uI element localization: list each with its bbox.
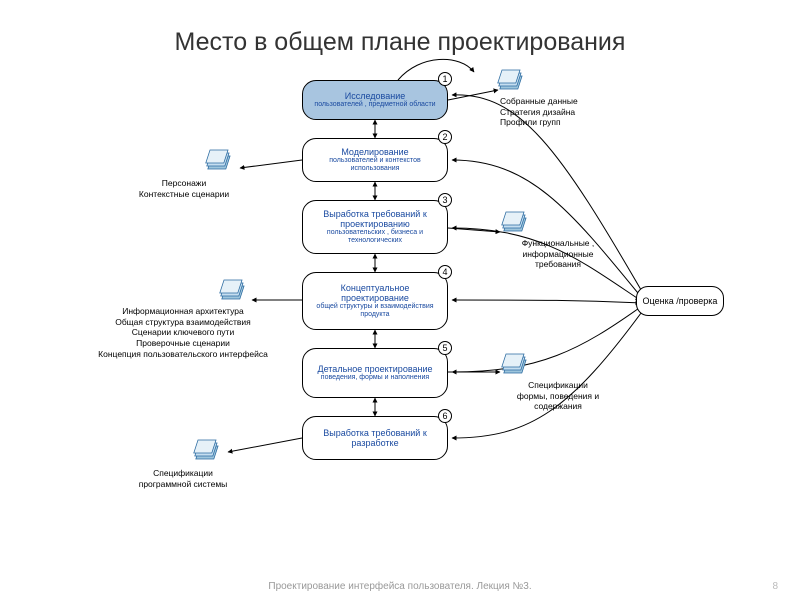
stage-2: Моделирование пользователей и контекстов… (302, 138, 448, 182)
stage-2-sub: пользователей и контекстов использования (309, 157, 441, 173)
footer-text: Проектирование интерфейса пользователя. … (0, 581, 800, 592)
doc-icon (206, 150, 230, 169)
annot-3: Функциональные , информационные требован… (498, 238, 618, 270)
stage-3-sub: пользовательских , бизнеса и технологиче… (309, 229, 441, 245)
stage-5-sub: поведения, формы и наполнения (309, 374, 441, 382)
stage-5: Детальное проектирование поведения, форм… (302, 348, 448, 398)
page-title: Место в общем плане проектирования (0, 28, 800, 57)
doc-icon (220, 280, 244, 299)
stage-4-title: Концептуальное проектирование (309, 283, 441, 304)
stage-3-badge: 3 (438, 193, 452, 207)
stage-5-badge: 5 (438, 341, 452, 355)
stage-4-sub: общей структуры и взаимодействия продукт… (309, 303, 441, 319)
stage-6-badge: 6 (438, 409, 452, 423)
stage-2-title: Моделирование (309, 147, 441, 157)
stage-1-badge: 1 (438, 72, 452, 86)
stage-4-badge: 4 (438, 265, 452, 279)
stage-3-title: Выработка требований к проектированию (309, 209, 441, 230)
eval-label: Оценка /проверка (643, 296, 718, 306)
stage-3: Выработка требований к проектированию по… (302, 200, 448, 254)
stage-6-title: Выработка требований к разработке (309, 428, 441, 449)
doc-icon (194, 440, 218, 459)
stage-5-title: Детальное проектирование (309, 364, 441, 374)
annot-6: Спецификации программной системы (118, 468, 248, 489)
stage-2-badge: 2 (438, 130, 452, 144)
doc-icon (502, 354, 526, 373)
eval-box: Оценка /проверка (636, 286, 724, 316)
annot-1: Собранные данные Стратегия дизайна Профи… (500, 96, 640, 128)
page-number: 8 (772, 581, 778, 592)
stage-1-title: Исследование (309, 91, 441, 101)
stage-6: Выработка требований к разработке (302, 416, 448, 460)
doc-icon (502, 212, 526, 231)
annot-4: Информационная архитектура Общая структу… (78, 306, 288, 359)
stage-1: Исследование пользователей , предметной … (302, 80, 448, 120)
stage-1-sub: пользователей , предметной области (309, 101, 441, 109)
annot-5: Спецификации формы, поведения и содержан… (498, 380, 618, 412)
annot-2: Персонажи Контекстные сценарии (120, 178, 248, 199)
doc-icon (498, 70, 522, 89)
stage-4: Концептуальное проектирование общей стру… (302, 272, 448, 330)
